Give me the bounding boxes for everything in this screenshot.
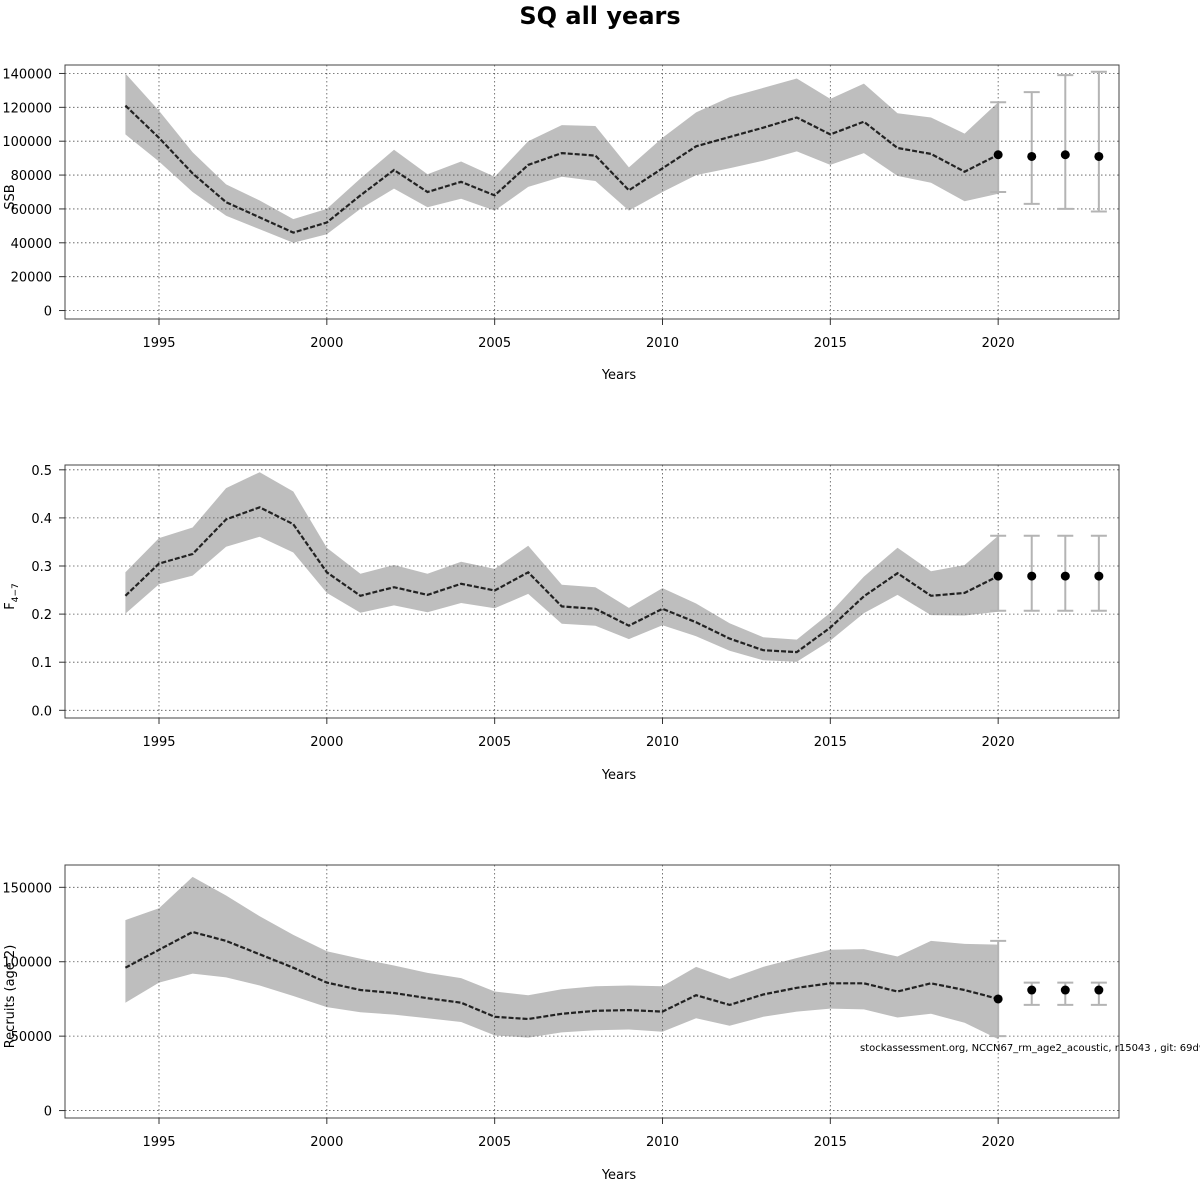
ssb-ytick-label: 20000: [11, 271, 52, 286]
ssb-forecast-errorbar: [1023, 91, 1040, 205]
recruits-ytick-label: 50000: [11, 1030, 52, 1045]
recruits-ytick-label: 100000: [2, 956, 52, 971]
ssb-xtick-label: 1995: [142, 336, 175, 351]
fbar-ytick-label: 0.3: [31, 560, 52, 575]
ssb-ytick-label: 40000: [11, 237, 52, 252]
fbar-ytick-label: 0.1: [31, 656, 52, 671]
fbar-ytick-label: 0.4: [31, 512, 52, 527]
recruits-forecast-errorbar: [990, 939, 1007, 1038]
recruits-xtick-label: 2020: [982, 1135, 1015, 1150]
fbar-ylabel: F4−7: [3, 583, 21, 609]
fbar-xtick-label: 2010: [646, 735, 679, 750]
ssb-xtick-label: 2005: [478, 336, 511, 351]
fbar-xtick-label: 2005: [478, 735, 511, 750]
panel-recruits: 1995 2000 2005 2010 2015 2020 0 50000 100000 1500…: [2, 864, 1120, 1183]
fbar-frame: [64, 464, 1120, 719]
ssb-forecast-point: [1027, 151, 1037, 161]
ssb-xtick-label: 2010: [646, 336, 679, 351]
fbar-forecast-point: [1027, 571, 1037, 581]
recruits-confidence-band: [125, 876, 999, 1040]
ssb-forecast-errorbar: [1090, 70, 1107, 213]
ssb-forecast-errorbar: [1057, 74, 1074, 210]
fbar-ylabel-subscript: 4−7: [11, 583, 21, 602]
recruits-xtick-label: 2000: [310, 1135, 343, 1150]
fbar-xtick-label: 1995: [142, 735, 175, 750]
ssb-ytick-label: 80000: [11, 169, 52, 184]
fbar-estimate-line: [124, 506, 999, 654]
fbar-xtick-label: 2020: [982, 735, 1015, 750]
ssb-ytick-label: 60000: [11, 203, 52, 218]
fbar-xlabel: Years: [601, 768, 637, 783]
ssb-ytick-label: 100000: [2, 135, 52, 150]
recruits-xlabel: Years: [601, 1168, 637, 1183]
ssb-xlabel: Years: [601, 368, 637, 383]
ssb-estimate-line: [124, 104, 999, 234]
fbar-forecast-point: [1060, 571, 1070, 581]
footer-note: stockassessment.org, NCCN67_rm_age2_acou…: [860, 1043, 1200, 1054]
ssb-xtick-label: 2000: [310, 336, 343, 351]
ssb-forecast-point: [1060, 150, 1070, 160]
recruits-forecast-point: [1060, 985, 1070, 995]
recruits-forecast-point: [993, 994, 1003, 1004]
recruits-ytick-label: 150000: [2, 881, 52, 896]
fbar-ytick-label: 0.2: [31, 608, 52, 623]
fbar-forecast-point: [1094, 571, 1104, 581]
recruits-forecast-point: [1094, 985, 1104, 995]
fbar-xtick-label: 2015: [814, 735, 847, 750]
recruits-xtick-label: 2015: [814, 1135, 847, 1150]
recruits-estimate-line: [124, 930, 999, 1021]
ssb-ytick-label: 0: [44, 305, 52, 320]
ssb-forecast-point: [1094, 151, 1104, 161]
recruits-xtick-label: 2010: [646, 1135, 679, 1150]
ssb-forecast-point: [993, 150, 1003, 160]
recruits-frame: [64, 864, 1120, 1119]
fbar-xtick-label: 2000: [310, 735, 343, 750]
fbar-forecast-point: [993, 571, 1003, 581]
ssb-xtick-label: 2020: [982, 336, 1015, 351]
panel-fbar: 1995 2000 2005 2010 2015 2020 0.0 0.1 0.2 0.3 0.4 0…: [3, 464, 1120, 783]
fbar-ytick-label: 0.5: [31, 464, 52, 479]
panels: 1995 2000 2005 2010 2015 20200200004000060000…: [2, 64, 1120, 1183]
fbar-confidence-band: [125, 472, 999, 662]
recruits-ylabel: Recruits (age 2): [3, 945, 18, 1049]
recruits-xtick-label: 2005: [478, 1135, 511, 1150]
chart-title: SQ all years: [519, 2, 680, 30]
panel-ssb: 1995 2000 2005 2010 2015 2020 0 20000 40000 60000…: [2, 64, 1120, 383]
recruits-forecast-point: [1027, 985, 1037, 995]
ssb-confidence-band: [125, 73, 999, 243]
fbar-ytick-label: 0.0: [31, 704, 52, 719]
recruits-ytick-label: 0: [44, 1105, 52, 1120]
ssb-frame: [64, 64, 1120, 320]
ssb-ylabel: SSB: [3, 184, 18, 209]
ssb-ytick-label: 140000: [2, 67, 52, 82]
ssb-xtick-label: 2015: [814, 336, 847, 351]
ssb-forecast-errorbar: [990, 101, 1007, 193]
ssb-ytick-label: 120000: [2, 101, 52, 116]
recruits-xtick-label: 1995: [142, 1135, 175, 1150]
